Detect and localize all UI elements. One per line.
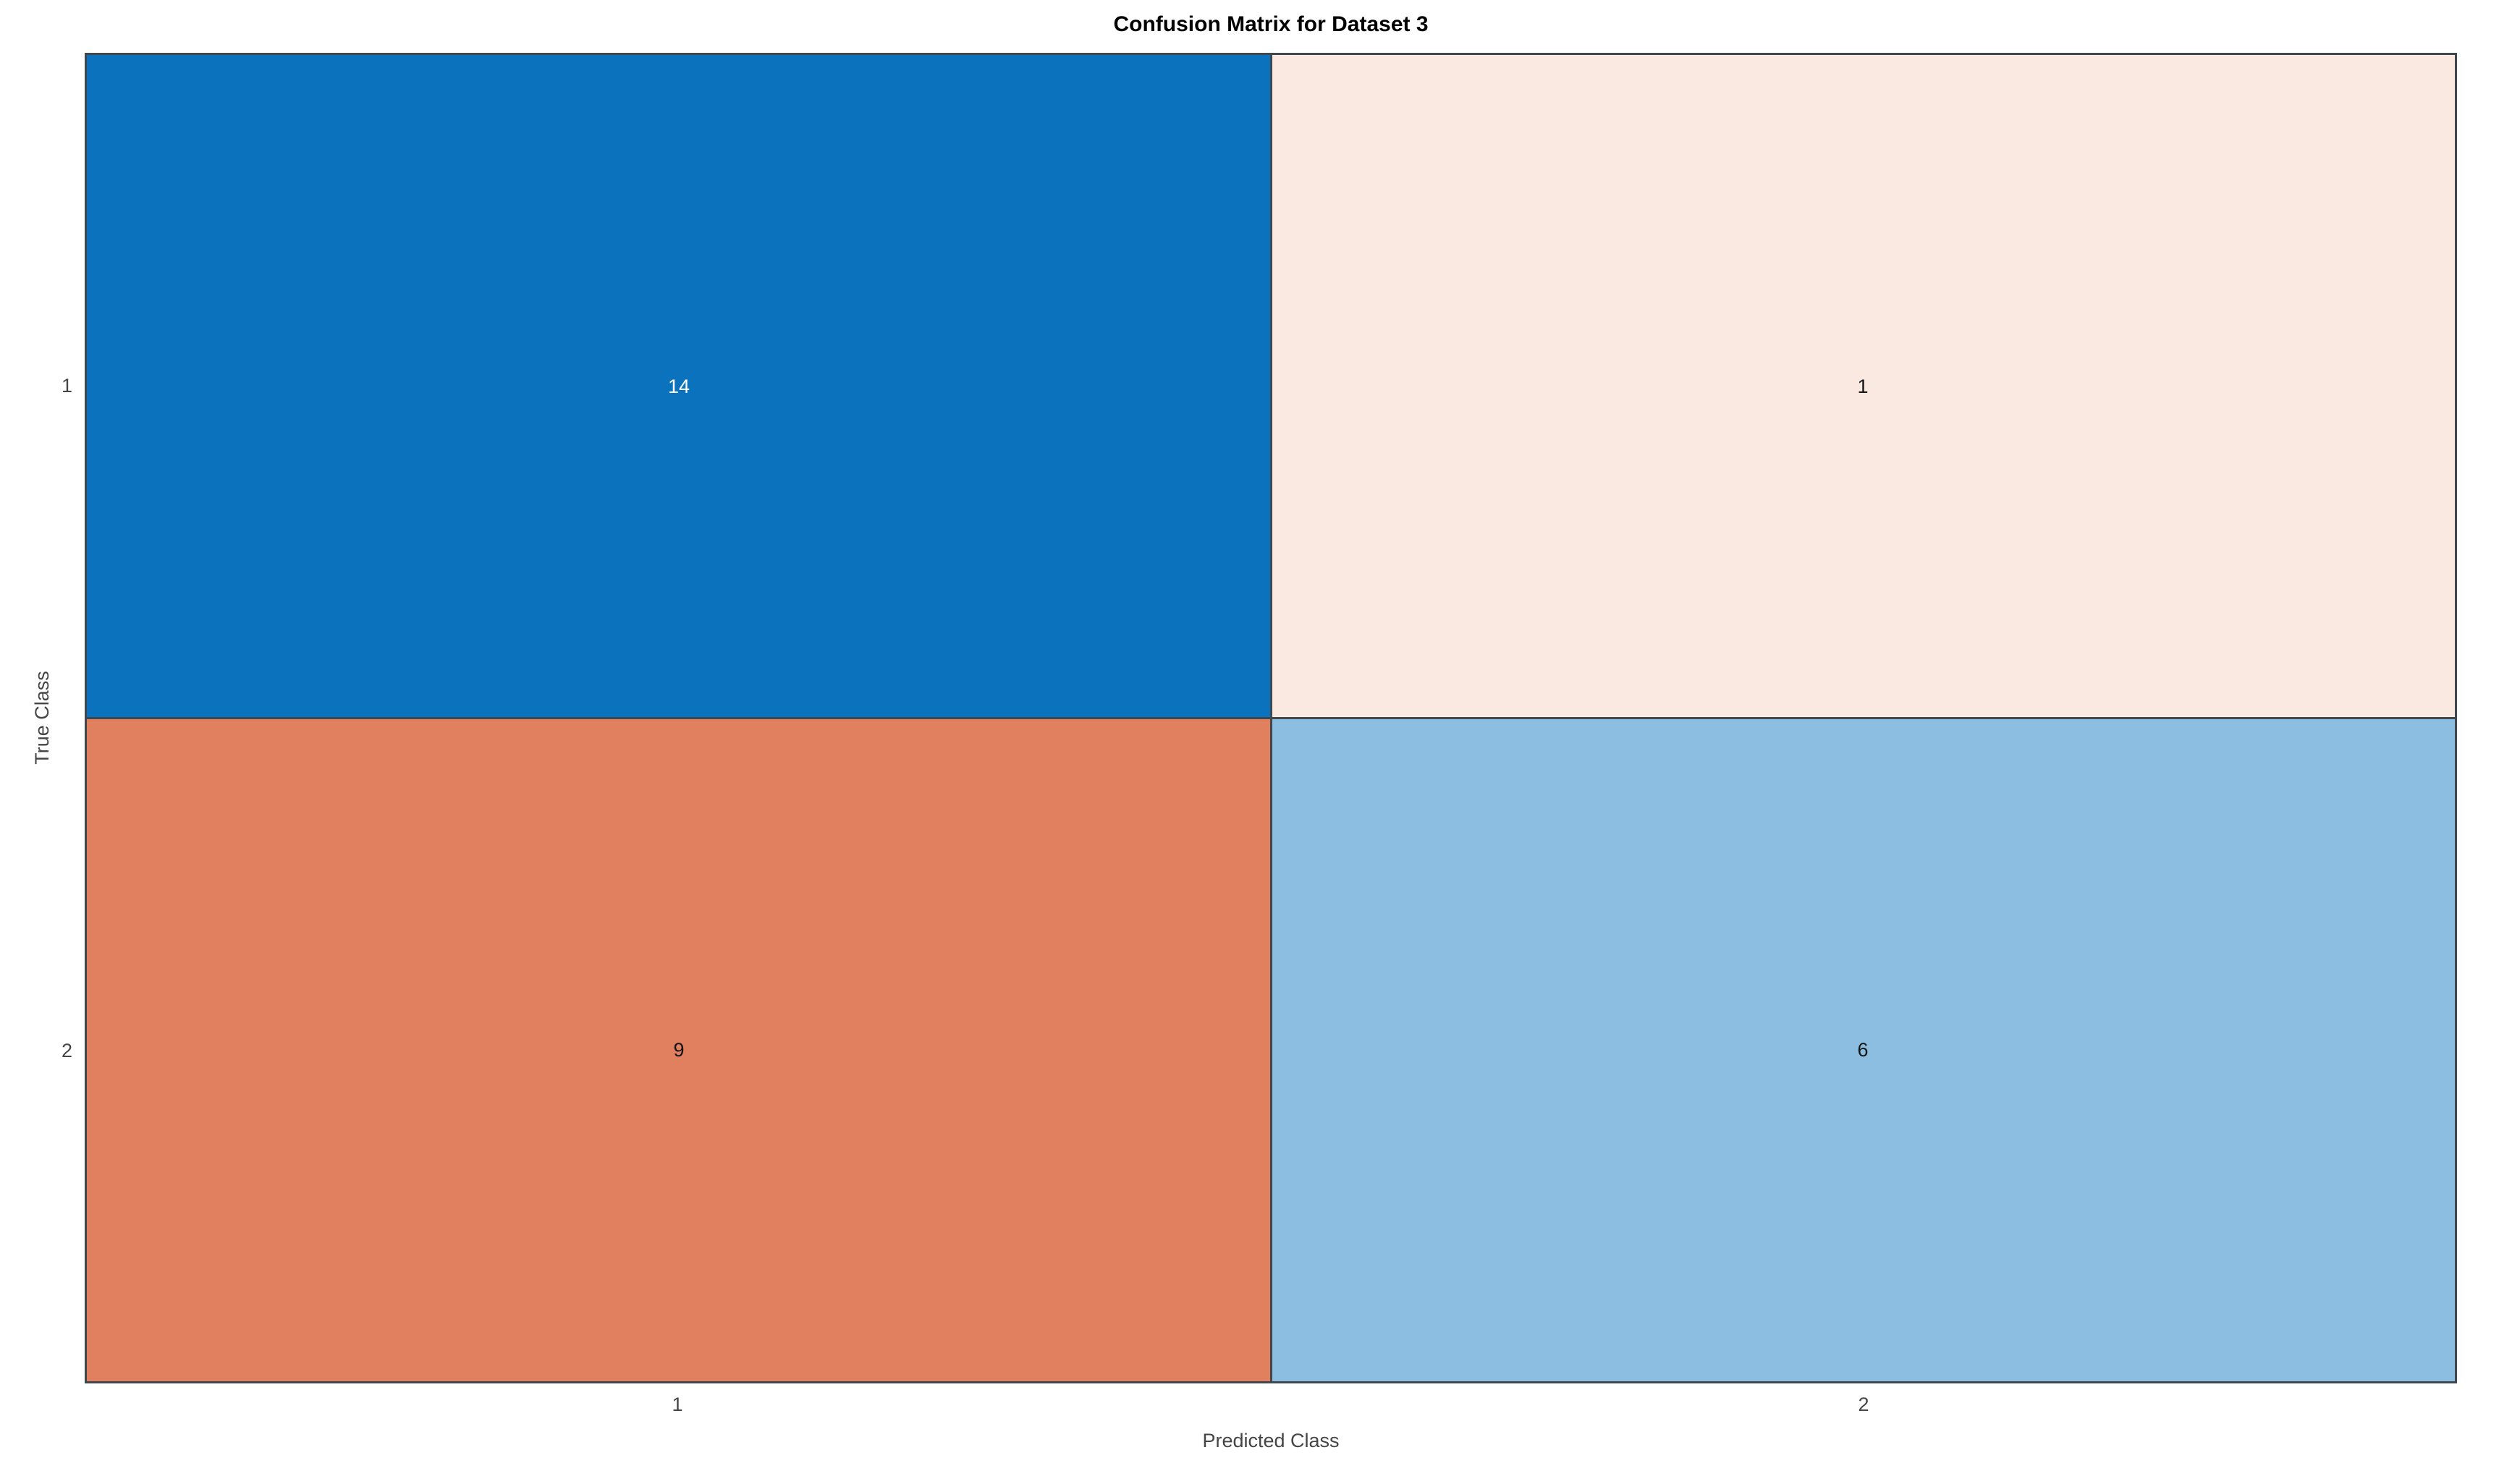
chart-title: Confusion Matrix for Dataset 3 (1113, 12, 1429, 36)
cell-value-true2-pred2: 6 (1857, 1038, 1869, 1061)
grid-line-horizontal (87, 717, 2455, 719)
cell-value-true1-pred2: 1 (1857, 376, 1869, 398)
confusion-matrix-plot: 14 1 9 6 (85, 53, 2457, 1383)
matrix-cell-true2-pred2: 6 (1271, 718, 2455, 1381)
y-tick-label-2: 2 (61, 1040, 72, 1061)
x-tick-label-2: 2 (1858, 1394, 1869, 1415)
matrix-cell-true2-pred1: 9 (87, 718, 1271, 1381)
x-axis-label: Predicted Class (1202, 1430, 1340, 1451)
matrix-cell-true1-pred1: 14 (87, 55, 1271, 718)
y-tick-label-1: 1 (61, 375, 72, 397)
cell-value-true1-pred1: 14 (667, 376, 690, 398)
x-tick-label-1: 1 (672, 1394, 683, 1415)
matrix-cell-true1-pred2: 1 (1271, 55, 2455, 718)
y-axis-label: True Class (31, 671, 53, 765)
cell-value-true2-pred1: 9 (673, 1038, 685, 1061)
